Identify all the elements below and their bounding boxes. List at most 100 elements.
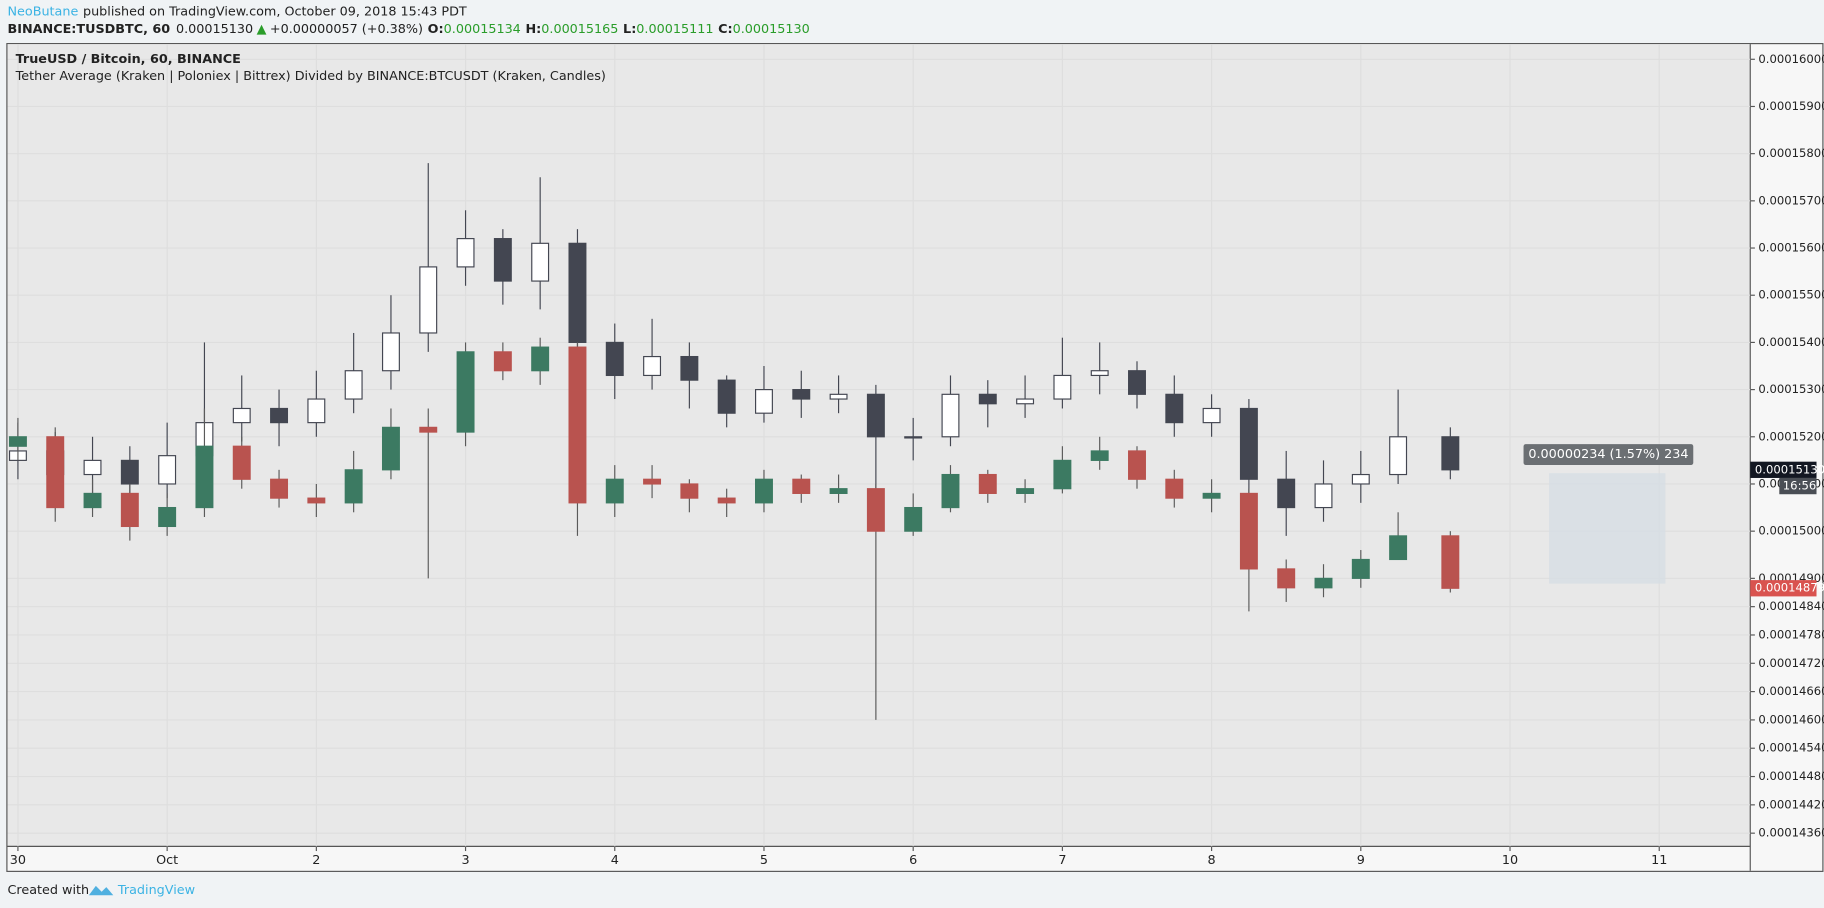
candle-body <box>344 370 363 400</box>
last-price-box <box>1750 461 1817 478</box>
y-tick-label: 0.00015400 <box>1758 335 1824 349</box>
candle-body <box>643 478 662 485</box>
candle-body <box>1351 473 1370 485</box>
candle-body <box>866 488 885 532</box>
published: published on TradingView.com, October 09… <box>83 4 467 19</box>
y-tick-label: 0.00014600 <box>1758 712 1824 726</box>
low: 0.00015111 <box>636 22 713 37</box>
footer-brand[interactable]: TradingView <box>117 883 195 898</box>
x-tick-label: 7 <box>1058 853 1066 868</box>
candle-body <box>605 341 624 377</box>
plot-area <box>7 44 1751 847</box>
candle-body <box>493 238 512 282</box>
candle-body <box>1389 436 1408 476</box>
footer-created: Created with <box>7 883 89 898</box>
candle-body <box>307 497 326 504</box>
x-tick-label: 6 <box>909 853 917 868</box>
candle-body <box>1165 393 1184 424</box>
x-tick-label: 9 <box>1357 853 1365 868</box>
close: 0.00015130 <box>733 22 810 37</box>
legend-subtitle: Tether Average (Kraken | Poloniex | Bitt… <box>15 69 606 84</box>
y-tick-label: 0.00014540 <box>1758 741 1824 755</box>
y-tick-label: 0.00015300 <box>1758 382 1824 396</box>
candle-body <box>1053 459 1072 490</box>
y-tick-label: 0.00015700 <box>1758 193 1824 207</box>
candle-body <box>270 478 289 499</box>
candle-body <box>755 478 773 504</box>
candle-body <box>1441 436 1460 471</box>
y-tick-label: 0.00015600 <box>1758 241 1824 255</box>
legend-title: TrueUSD / Bitcoin, 60, BINANCE <box>16 52 241 67</box>
x-tick-label: 10 <box>1502 853 1518 868</box>
y-tick-label: 0.00015000 <box>1758 524 1824 538</box>
candle-body <box>381 332 400 372</box>
candle-body <box>83 459 102 476</box>
symbol: BINANCE:TUSDBTC, 60 <box>7 22 170 37</box>
candle-body <box>792 389 811 400</box>
y-tick-label: 0.00015800 <box>1758 146 1824 160</box>
candle-body <box>1277 568 1296 589</box>
candle-body <box>1128 370 1146 395</box>
x-tick-label: 3 <box>461 853 469 868</box>
y-tick-label: 0.00015900 <box>1758 99 1824 113</box>
candle-body <box>866 393 885 438</box>
candle-body <box>493 351 512 372</box>
measure-area <box>1549 473 1666 584</box>
measure-label: 0.00000234 (1.57%) 234 <box>1528 447 1688 462</box>
candle-body <box>680 355 699 381</box>
candle-body <box>8 436 27 447</box>
y-tick-label: 0.00014420 <box>1758 797 1824 811</box>
candle-body <box>792 478 811 494</box>
last-price-label: 0.00014879 <box>1755 581 1824 595</box>
c-label: C: <box>718 22 732 37</box>
candle-body <box>270 407 289 424</box>
candle-body <box>1090 450 1109 461</box>
measure-box <box>1523 444 1694 466</box>
candle-body <box>1202 492 1221 499</box>
candle-body <box>83 492 102 509</box>
x-tick-label: Oct <box>156 853 178 868</box>
y-tick-label: 0.00014360 <box>1758 826 1824 840</box>
x-tick-label: 8 <box>1208 853 1216 868</box>
candle-body <box>1314 483 1333 509</box>
candle-body <box>941 473 960 509</box>
candle-body <box>1277 478 1296 509</box>
open: 0.00015134 <box>444 22 521 37</box>
candle-body <box>568 242 587 343</box>
candle-body <box>195 445 214 509</box>
y-tick-label: 0.00014840 <box>1758 599 1824 613</box>
candle-body <box>419 266 438 334</box>
candle-body <box>1239 492 1258 570</box>
x-tick-label: 11 <box>1651 853 1667 868</box>
candle-body <box>1165 478 1184 499</box>
header-line-1: NeoButane published on TradingView.com, O… <box>7 4 466 19</box>
arrow: ▲ <box>257 22 267 37</box>
x-tick-label: 5 <box>760 853 768 868</box>
candle-body <box>531 346 550 372</box>
candle-body <box>456 238 475 268</box>
candle-body <box>717 379 736 414</box>
logo <box>88 885 114 896</box>
countdown-box <box>1779 477 1817 495</box>
price: 0.00015130 <box>176 22 253 37</box>
candle-body <box>158 506 177 528</box>
candle-body <box>904 436 923 439</box>
axes: 0.00016000 0.00015900 0.00015800 0.00015700… <box>10 52 1824 868</box>
candle-body <box>1351 558 1370 579</box>
x-tick-label: 30 <box>10 853 26 868</box>
candle-body <box>605 478 624 504</box>
candle-body <box>232 407 251 424</box>
author[interactable]: NeoButane <box>7 4 78 19</box>
y-tick-label: 0.00014780 <box>1758 627 1824 641</box>
candles <box>8 163 1460 720</box>
x-tick-label: 4 <box>611 853 619 868</box>
candle-body <box>232 445 251 480</box>
candle-body <box>680 483 699 499</box>
candle-body <box>456 351 475 433</box>
last-price-label: 0.00015130 <box>1755 462 1824 476</box>
x-tick-label: 2 <box>312 853 320 868</box>
candle-body <box>1202 407 1221 424</box>
candle-body <box>1016 488 1035 494</box>
